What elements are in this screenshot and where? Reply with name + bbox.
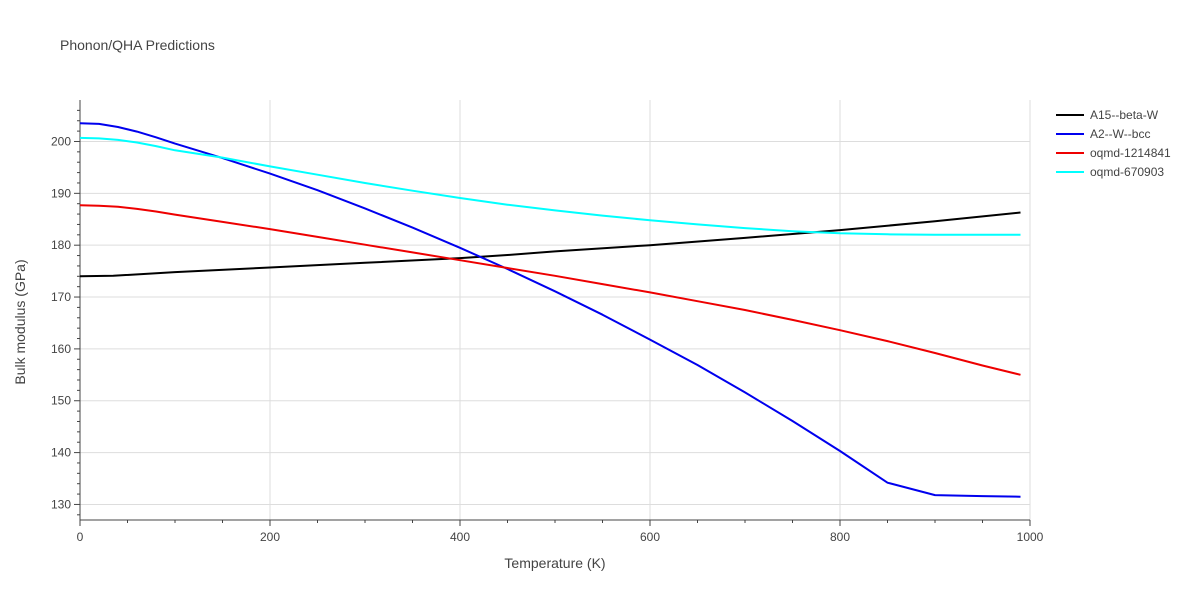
legend-item[interactable]: oqmd-1214841: [1056, 146, 1171, 160]
chart-title: Phonon/QHA Predictions: [60, 37, 215, 53]
legend-label: oqmd-1214841: [1090, 146, 1171, 160]
legend-item[interactable]: A2--W--bcc: [1056, 127, 1150, 141]
x-tick-label: 0: [77, 530, 84, 544]
y-tick-label: 200: [51, 134, 71, 148]
y-tick-label: 140: [51, 446, 71, 460]
legend-label: A15--beta-W: [1090, 108, 1159, 122]
series: [79, 122, 1021, 498]
grid: [80, 100, 1031, 520]
x-axis-title: Temperature (K): [504, 555, 605, 571]
legend-label: A2--W--bcc: [1090, 127, 1150, 141]
series-line-oqmd-670903: [79, 136, 1021, 236]
legend-label: oqmd-670903: [1090, 165, 1164, 179]
x-tick-label: 400: [450, 530, 470, 544]
x-tick-label: 800: [830, 530, 850, 544]
legend-item[interactable]: oqmd-670903: [1056, 165, 1164, 179]
y-tick-label: 160: [51, 342, 71, 356]
y-tick-label: 150: [51, 394, 71, 408]
series-line-oqmd-1214841: [79, 204, 1021, 376]
y-tick-label: 170: [51, 290, 71, 304]
y-tick-label: 130: [51, 497, 71, 511]
legend: A15--beta-W A2--W--bcc oqmd-1214841 oqmd-67…: [1056, 108, 1171, 179]
y-tick-label: 190: [51, 186, 71, 200]
axes: 0 200 400 600 800 1000 130 140 150 160 170 180 190 20…: [51, 100, 1044, 544]
x-tick-label: 1000: [1017, 530, 1044, 544]
x-tick-label: 200: [260, 530, 280, 544]
legend-item[interactable]: A15--beta-W: [1056, 108, 1159, 122]
series-line-a2-w-bcc: [79, 122, 1021, 498]
y-tick-label: 180: [51, 238, 71, 252]
x-tick-label: 600: [640, 530, 660, 544]
y-axis-title: Bulk modulus (GPa): [12, 259, 28, 384]
series-line-a15-beta-w: [79, 211, 1021, 278]
